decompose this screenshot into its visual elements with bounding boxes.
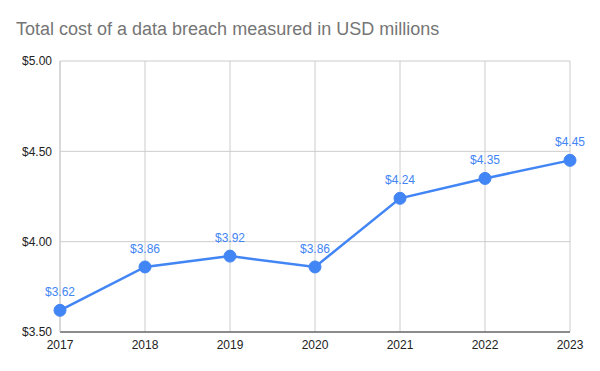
svg-text:$3.86: $3.86 [300,242,330,256]
svg-text:2018: 2018 [132,338,159,352]
svg-text:2019: 2019 [217,338,244,352]
svg-text:$3.62: $3.62 [45,285,75,299]
svg-text:$4.24: $4.24 [385,173,415,187]
svg-text:$3.50: $3.50 [22,325,52,339]
svg-text:$3.92: $3.92 [215,231,245,245]
svg-text:2020: 2020 [302,338,329,352]
svg-text:$4.45: $4.45 [555,135,585,149]
svg-text:$4.35: $4.35 [470,153,500,167]
svg-text:2023: 2023 [557,338,584,352]
svg-text:2022: 2022 [472,338,499,352]
svg-text:$4.00: $4.00 [22,235,52,249]
svg-text:2017: 2017 [47,338,74,352]
svg-text:$5.00: $5.00 [22,54,52,68]
svg-text:$3.86: $3.86 [130,242,160,256]
svg-text:$4.50: $4.50 [22,145,52,159]
svg-text:2021: 2021 [387,338,414,352]
html-text:Total cost of a data breach me: Total cost of a data breach measured in … [16,19,440,39]
